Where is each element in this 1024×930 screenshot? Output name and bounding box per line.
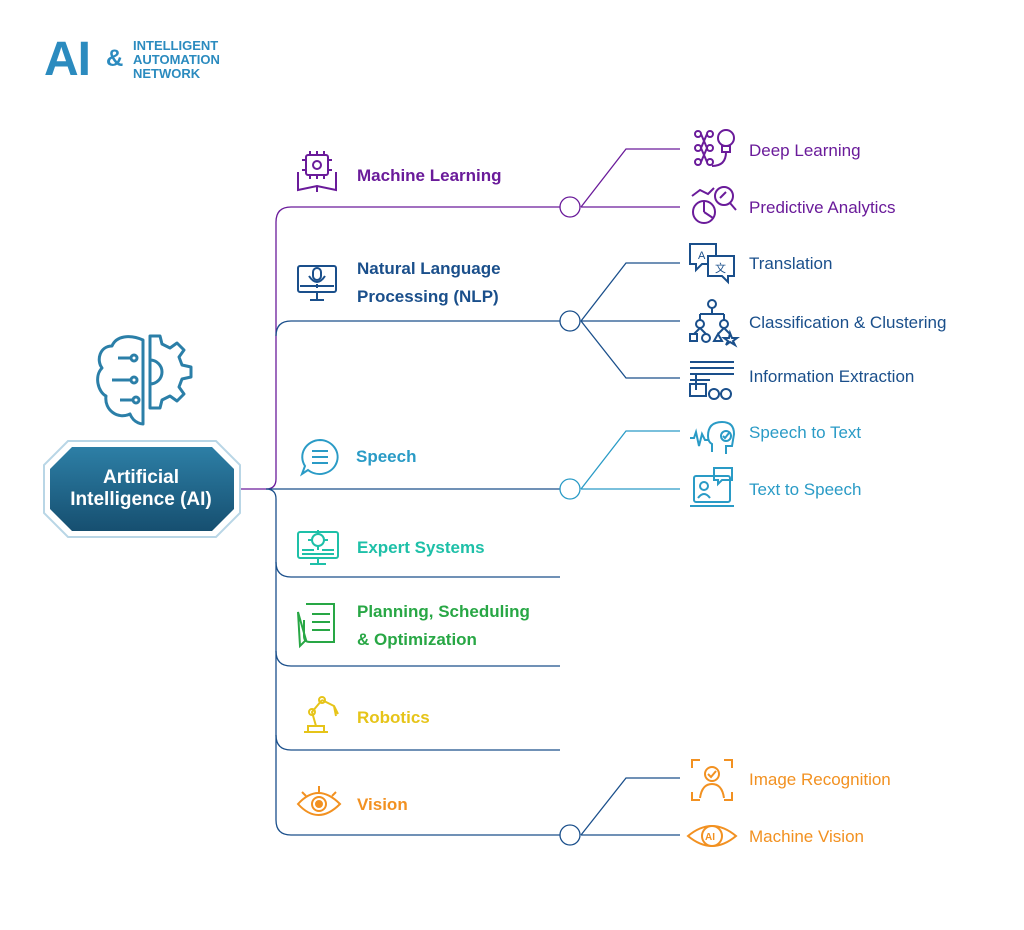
category-planning-line-2: & Optimization [357,630,477,649]
expert-branch-line [275,561,560,578]
category-speech: Speech [356,447,417,466]
nlp-fan-line [580,320,680,379]
category-nlp-line-1: Natural Language [357,259,501,278]
leaf-speech-to-text: Speech to Text [749,423,862,442]
category-planning-line-1: Planning, Scheduling [357,602,530,621]
hierarchy-tree-icon [689,299,740,348]
translation-icon: A 文 [689,243,735,285]
leaf-translation: Translation [749,254,833,273]
leaf-information-extraction: Information Extraction [749,367,915,386]
vision-branch-node [559,824,581,846]
svg-text:AI: AI [705,832,715,843]
ai-eye-icon: AI [686,825,738,847]
ml-book-chip-icon [297,151,337,192]
logo-ampersand: & [106,45,124,72]
ml-fan-line [580,148,680,208]
robotics-branch-line [275,734,560,751]
logo-line-3: NETWORK [133,66,201,81]
nlp-fan-line [580,262,680,322]
category-expert-systems: Expert Systems [357,538,485,557]
planning-branch-line [275,650,560,667]
eye-icon [296,786,342,816]
connector-lines [236,148,680,836]
monitor-mic-icon [297,265,337,301]
leaf-classification-clustering: Classification & Clustering [749,313,947,332]
monitor-gear-icon [297,530,339,565]
logo-line-2: AUTOMATION [133,52,220,67]
root-node-fill [50,447,234,531]
face-scan-icon [691,759,733,801]
speech-branch-node [559,478,581,500]
nlp-branch-line [275,320,570,337]
leaf-machine-vision: Machine Vision [749,827,864,846]
ml-branch-node [559,196,581,218]
svg-text:A: A [698,250,706,262]
neural-network-bulb-icon [694,129,735,167]
head-voice-icon [690,420,736,454]
speech-fan-line [580,430,680,490]
logo-ai-mark: AI [44,33,91,86]
svg-text:文: 文 [715,261,726,275]
analytics-magnifier-icon [691,186,737,224]
category-robotics: Robotics [357,708,430,727]
category-nlp: Natural Language Processing (NLP) [357,255,501,311]
speech-bubble-icon [299,438,339,477]
leaf-predictive-analytics: Predictive Analytics [749,198,896,217]
laptop-speech-icon [690,467,734,507]
lower-trunk-line [265,488,570,836]
vision-fan-line [580,777,680,836]
brain-gear-icon [96,334,193,426]
leaf-image-recognition: Image Recognition [749,770,891,789]
leaf-deep-learning: Deep Learning [749,141,861,160]
leaf-text-to-speech: Text to Speech [749,480,862,499]
checklist-pen-icon [297,603,335,649]
logo-line-1: INTELLIGENT [133,38,219,53]
category-planning: Planning, Scheduling & Optimization [357,598,530,654]
robot-arm-icon [304,696,339,733]
data-extraction-icon [689,361,734,400]
logo-wordmark: INTELLIGENT AUTOMATION NETWORK [133,39,220,81]
nlp-branch-node [559,310,581,332]
category-nlp-line-2: Processing (NLP) [357,287,499,306]
category-vision: Vision [357,795,408,814]
branch-nodes [559,196,581,846]
category-machine-learning: Machine Learning [357,166,502,185]
